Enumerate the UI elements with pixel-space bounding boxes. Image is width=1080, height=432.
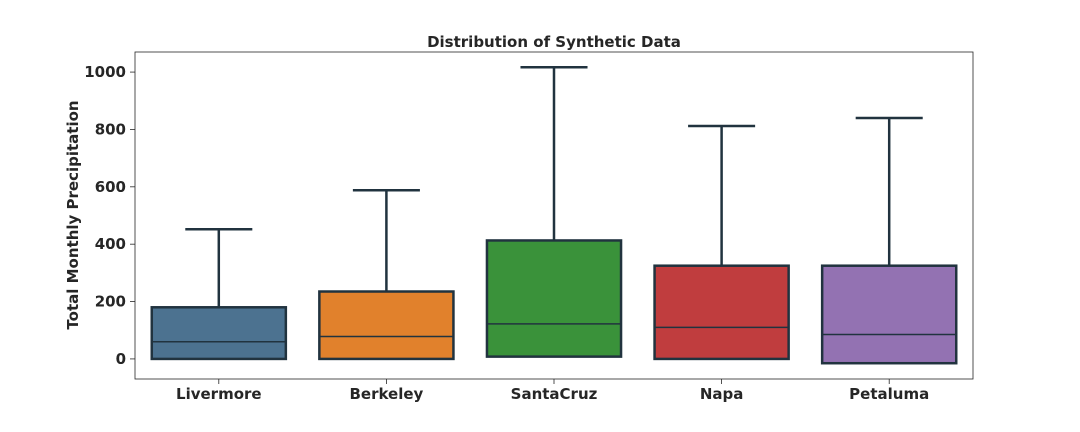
box-berkeley <box>318 290 455 361</box>
box-livermore <box>150 306 288 361</box>
x-tick-label: SantaCruz <box>511 385 598 403</box>
y-tick-label: 0 <box>116 350 126 368</box>
plot-area: 0 200 400 600 800 1000 Livermore Berkeley SantaC… <box>84 63 958 403</box>
plot-frame <box>134 51 974 380</box>
y-tick-label: 1000 <box>84 63 126 81</box>
x-tick-label: Livermore <box>176 385 262 403</box>
y-tick-label: 400 <box>95 235 126 253</box>
x-tick-label: Petaluma <box>849 385 929 403</box>
y-tick-label: 600 <box>95 178 126 196</box>
box-napa <box>653 264 790 361</box>
box-petaluma <box>820 264 958 365</box>
y-tick-label: 800 <box>95 120 126 138</box>
y-axis-label: Total Monthly Precipitation <box>64 100 82 329</box>
x-tick-label: Napa <box>700 385 744 403</box>
chart-title: Distribution of Synthetic Data <box>427 33 681 51</box>
y-tick-label: 200 <box>95 293 126 311</box>
box-santacruz <box>485 239 623 358</box>
x-tick-label: Berkeley <box>349 385 423 403</box>
